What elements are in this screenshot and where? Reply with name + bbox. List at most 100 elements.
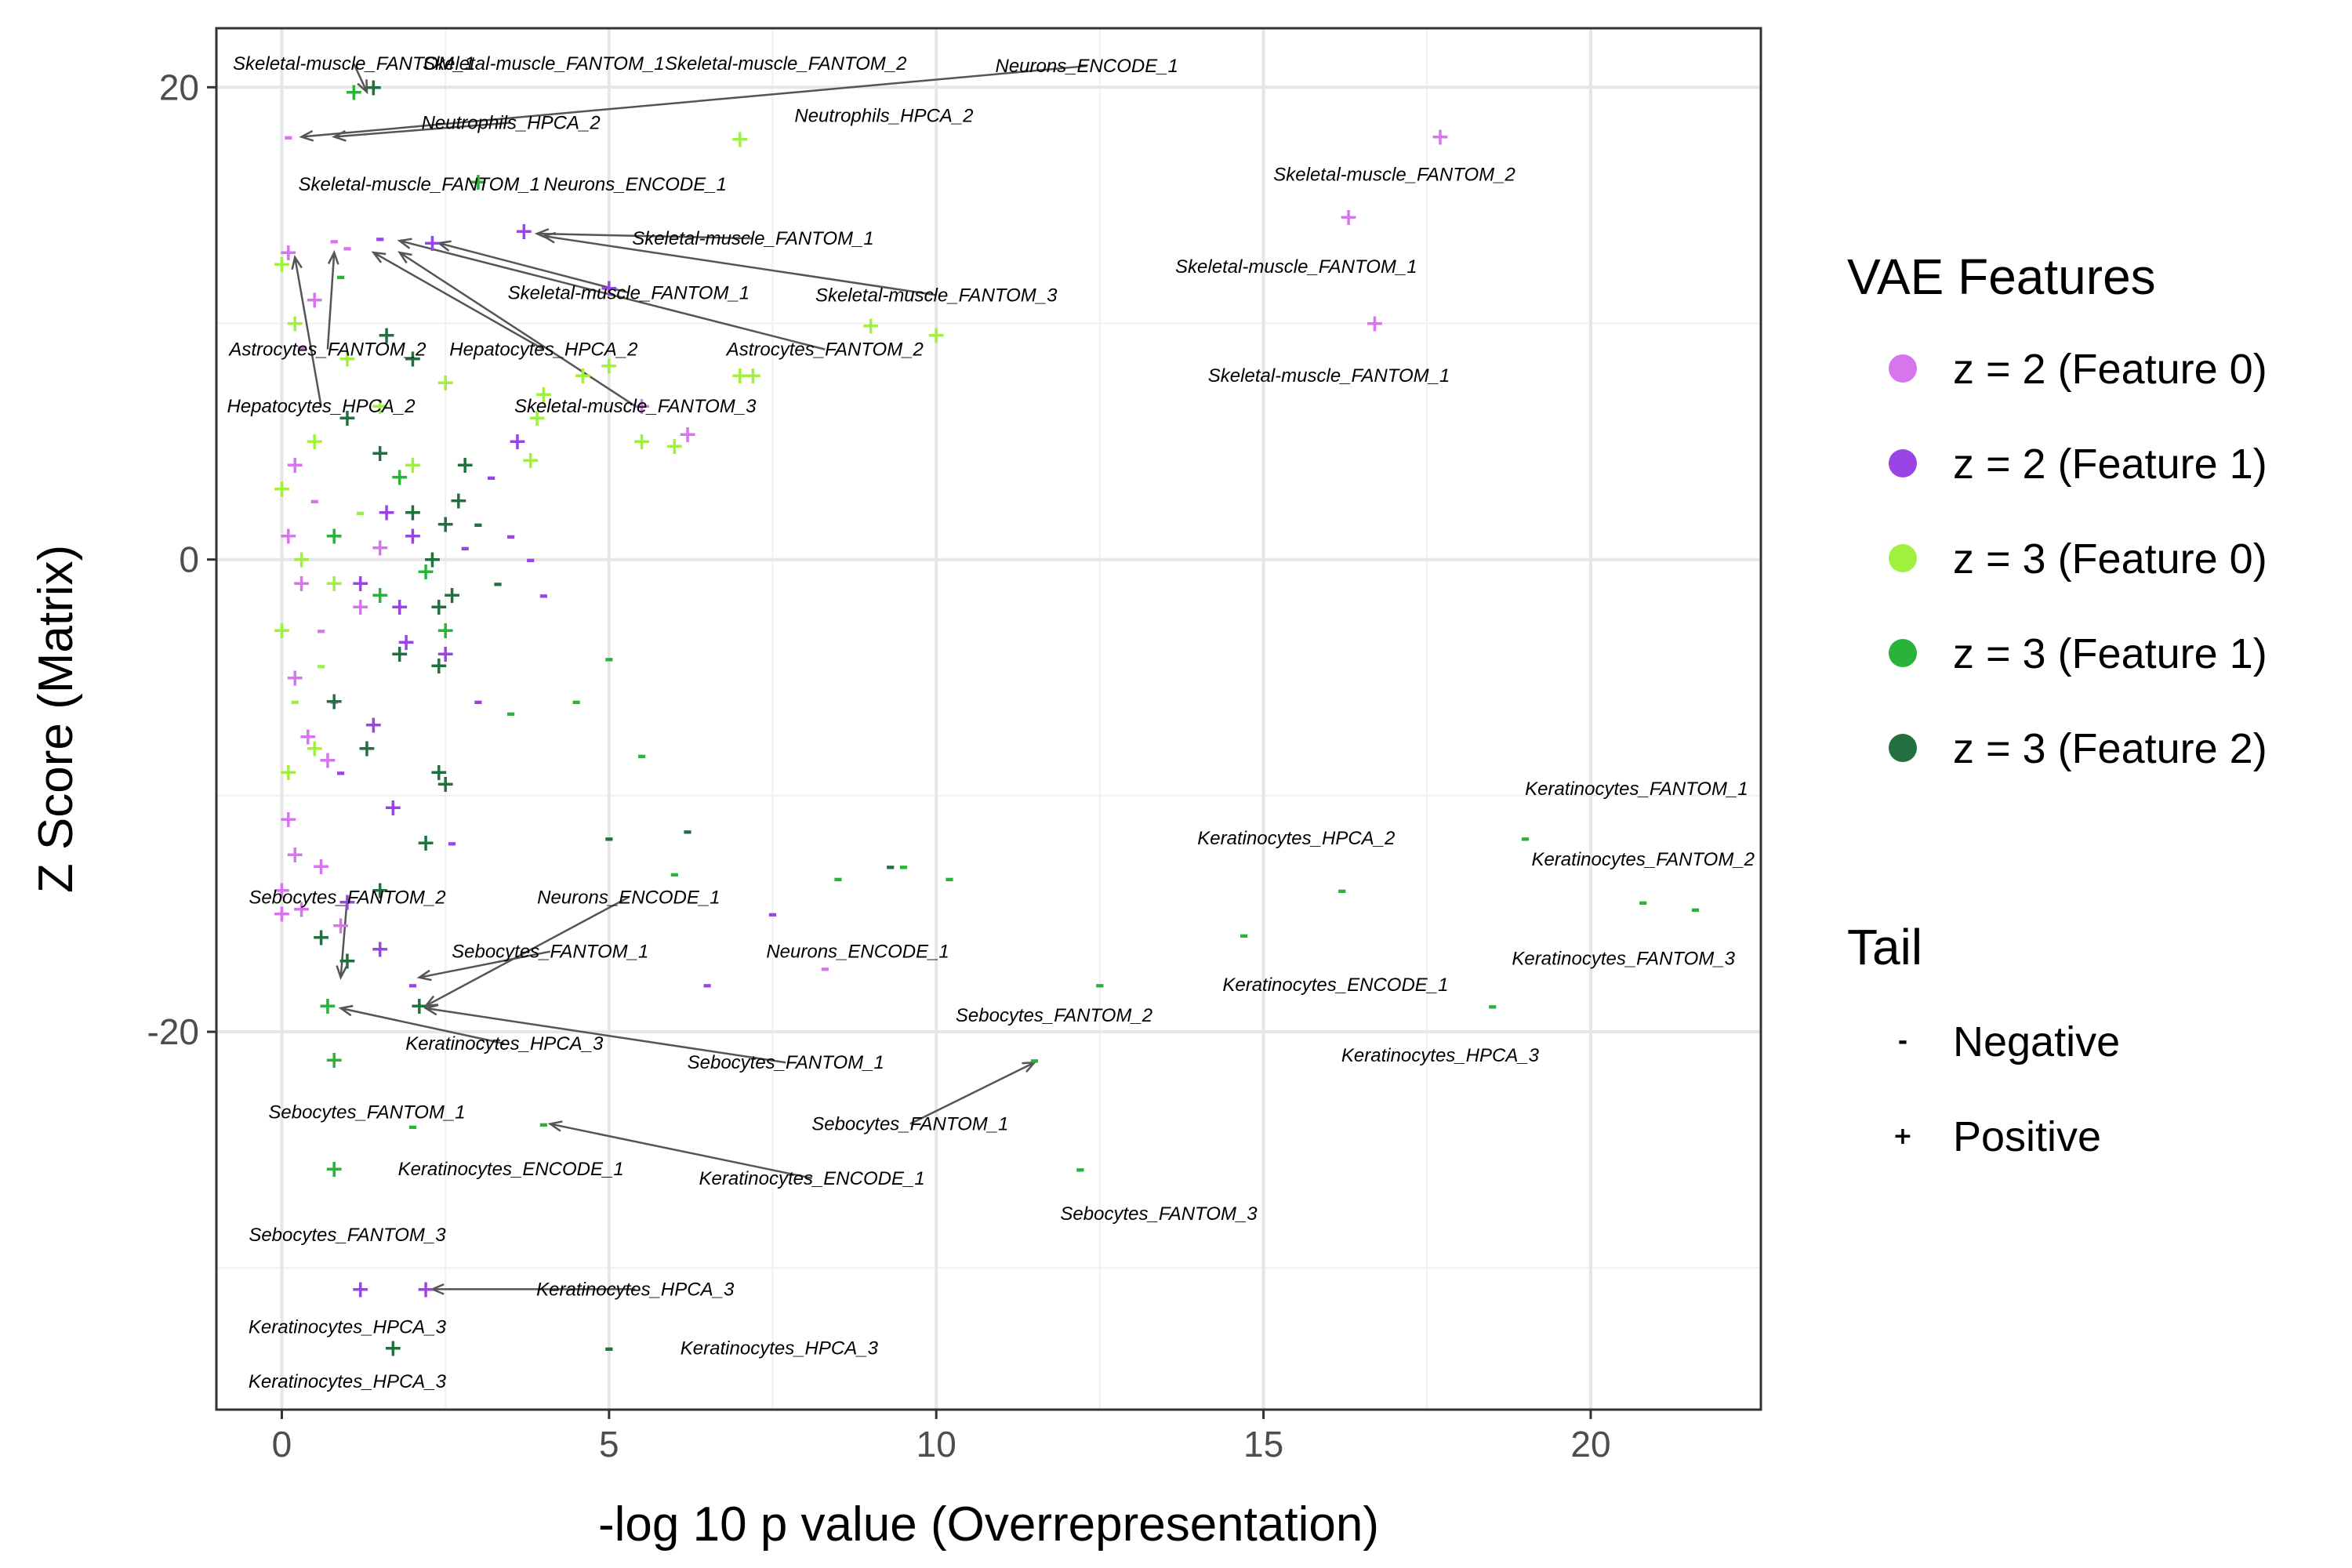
data-point: + bbox=[429, 652, 448, 680]
data-point: - bbox=[1029, 1047, 1039, 1074]
annotation-label: Neurons_ENCODE_1 bbox=[544, 174, 727, 195]
data-point: + bbox=[285, 310, 305, 337]
data-point: - bbox=[343, 234, 352, 262]
data-point: + bbox=[743, 362, 763, 390]
annotation-label: Astrocytes_FANTOM_2 bbox=[725, 339, 924, 361]
annotation-label: Skeletal-muscle_FANTOM_3 bbox=[514, 396, 757, 417]
data-point: + bbox=[272, 475, 292, 503]
annotation-label: Skeletal-muscle_FANTOM_1 bbox=[423, 53, 665, 74]
data-point: + bbox=[632, 393, 652, 420]
data-point: + bbox=[305, 735, 325, 763]
data-point: + bbox=[272, 877, 292, 904]
data-point: + bbox=[429, 759, 448, 786]
annotation-arrow bbox=[372, 252, 544, 350]
data-point: + bbox=[278, 806, 298, 833]
annotation-arrow bbox=[353, 63, 368, 93]
annotation-arrow bbox=[339, 897, 349, 978]
data-point: + bbox=[1430, 124, 1450, 151]
x-tick-label: 10 bbox=[916, 1424, 956, 1465]
annotation-arrow bbox=[438, 241, 630, 294]
data-point: + bbox=[632, 428, 652, 456]
annotation-arrowhead bbox=[336, 965, 348, 981]
data-point: + bbox=[403, 346, 423, 373]
annotation-arrow bbox=[550, 1123, 812, 1180]
data-point: - bbox=[336, 759, 345, 786]
annotation-label: Keratinocytes_HPCA_3 bbox=[536, 1279, 735, 1300]
y-tick-label: -20 bbox=[147, 1011, 199, 1052]
data-point: + bbox=[318, 993, 337, 1020]
data-point: + bbox=[403, 523, 423, 550]
annotation-label: Sebocytes_FANTOM_1 bbox=[452, 942, 648, 963]
x-axis-title: -log 10 p value (Overrepresentation) bbox=[598, 1497, 1379, 1552]
data-point: + bbox=[331, 913, 350, 940]
data-point: + bbox=[285, 841, 305, 869]
annotation-label: Keratinocytes_HPCA_2 bbox=[1197, 828, 1395, 849]
legend-label: z = 3 (Feature 0) bbox=[1953, 535, 2267, 583]
y-tick-label: 20 bbox=[159, 67, 199, 107]
annotation-arrow bbox=[326, 252, 336, 350]
data-point: + bbox=[344, 78, 364, 106]
annotation-labels: Skeletal-muscle_FANTOM_1Skeletal-muscle_… bbox=[227, 53, 1755, 1392]
annotation-label: Neurons_ENCODE_1 bbox=[537, 887, 720, 908]
x-tick-label: 15 bbox=[1243, 1424, 1283, 1465]
data-point: + bbox=[429, 593, 448, 621]
data-point: - bbox=[820, 955, 829, 982]
annotation-arrowhead bbox=[430, 1283, 445, 1295]
data-point: + bbox=[337, 948, 357, 975]
legend-swatch bbox=[1889, 639, 1917, 667]
annotation-label: Skeletal-muscle_FANTOM_2 bbox=[1273, 165, 1515, 186]
annotation-label: Keratinocytes_FANTOM_2 bbox=[1531, 849, 1755, 870]
data-point: + bbox=[357, 735, 376, 763]
data-point: + bbox=[278, 523, 298, 550]
data-point: - bbox=[1690, 895, 1700, 923]
annotation-label: Sebocytes_FANTOM_1 bbox=[811, 1114, 1008, 1135]
data-point: - bbox=[670, 860, 679, 887]
data-point: - bbox=[506, 699, 515, 727]
data-point: + bbox=[350, 570, 370, 597]
data-point: - bbox=[355, 499, 365, 526]
annotation-label: Keratinocytes_ENCODE_1 bbox=[699, 1168, 925, 1189]
data-point: + bbox=[305, 286, 325, 314]
annotation-arrow bbox=[425, 896, 630, 1007]
data-point: - bbox=[1639, 888, 1648, 916]
data-point: - bbox=[408, 971, 417, 999]
annotation-label: Skeletal-muscle_FANTOM_2 bbox=[665, 53, 907, 74]
data-point: + bbox=[337, 405, 357, 432]
data-point: + bbox=[442, 582, 462, 609]
data-point: + bbox=[416, 829, 436, 857]
annotation-label: Keratinocytes_ENCODE_1 bbox=[1222, 975, 1448, 996]
data-point: + bbox=[285, 452, 305, 479]
data-point: + bbox=[318, 747, 337, 775]
data-point: - bbox=[604, 825, 614, 852]
data-point: + bbox=[325, 1047, 344, 1074]
annotation-label: Keratinocytes_HPCA_3 bbox=[405, 1033, 604, 1054]
annotation-label: Skeletal-muscle_FANTOM_3 bbox=[815, 285, 1058, 306]
data-point: + bbox=[383, 1335, 403, 1363]
data-point: - bbox=[296, 334, 306, 361]
data-point: - bbox=[768, 900, 777, 927]
annotation-arrow bbox=[399, 239, 826, 350]
data-point: + bbox=[1339, 204, 1359, 231]
data-point: - bbox=[310, 487, 319, 514]
data-point: + bbox=[325, 1156, 344, 1183]
x-tick-label: 5 bbox=[599, 1424, 619, 1465]
annotation-arrow bbox=[909, 1062, 1035, 1125]
data-point: + bbox=[397, 629, 416, 656]
data-point: - bbox=[408, 1113, 417, 1141]
data-point: + bbox=[730, 126, 750, 154]
data-point: + bbox=[311, 924, 331, 952]
data-point: - bbox=[945, 865, 954, 892]
data-point: + bbox=[1365, 310, 1385, 337]
data-point: + bbox=[325, 570, 344, 597]
annotation-arrow bbox=[301, 64, 1087, 138]
annotation-label: Keratinocytes_FANTOM_1 bbox=[1525, 779, 1748, 800]
data-point: - bbox=[525, 546, 535, 574]
data-point: - bbox=[1488, 993, 1497, 1020]
data-point: - bbox=[284, 124, 293, 151]
annotation-arrowhead bbox=[547, 1120, 563, 1132]
data-point: + bbox=[337, 888, 357, 916]
data-point: + bbox=[383, 794, 403, 822]
annotation-label: Skeletal-muscle_FANTOM_1 bbox=[233, 53, 475, 74]
data-point: + bbox=[403, 452, 423, 479]
